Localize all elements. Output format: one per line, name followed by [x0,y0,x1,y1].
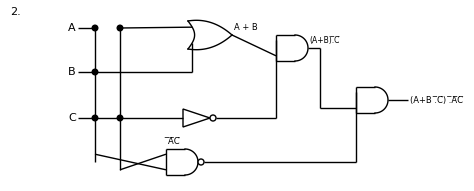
Circle shape [117,115,123,121]
Text: A: A [68,23,76,33]
Circle shape [117,25,123,31]
Text: ̅A̅C̅: ̅A̅C̅ [168,137,180,146]
Text: C: C [68,113,76,123]
Text: B: B [68,67,76,77]
Circle shape [92,115,98,121]
Text: A + B: A + B [234,23,258,32]
Circle shape [92,25,98,31]
Circle shape [92,69,98,75]
Circle shape [198,159,204,165]
Text: (A+B .̅C̅) .̅A̅C̅: (A+B .̅C̅) .̅A̅C̅ [410,96,463,104]
Circle shape [210,115,216,121]
Text: (A+B).̅C̅: (A+B).̅C̅ [309,36,339,45]
Text: 2.: 2. [10,7,21,17]
